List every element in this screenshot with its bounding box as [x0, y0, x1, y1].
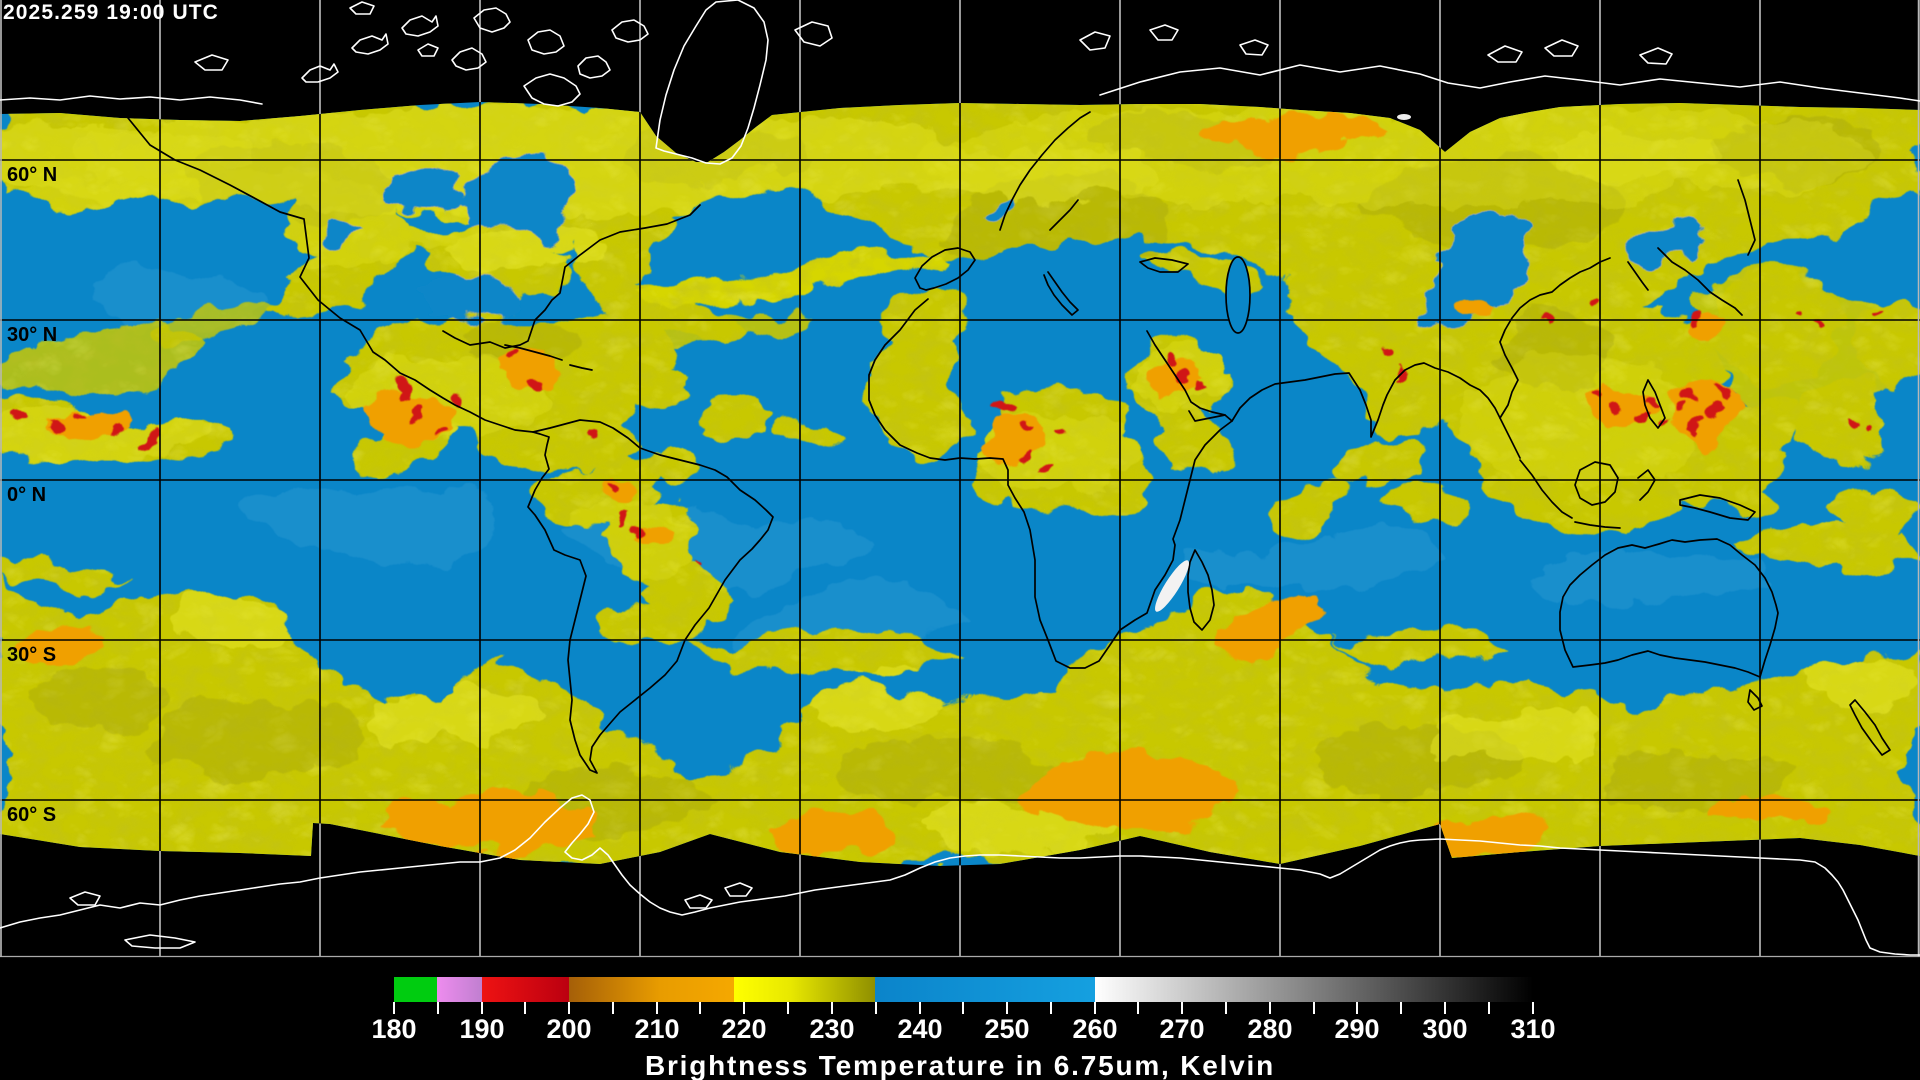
svg-text:270: 270	[1159, 1014, 1204, 1044]
svg-text:290: 290	[1334, 1014, 1379, 1044]
svg-text:220: 220	[721, 1014, 766, 1044]
svg-text:210: 210	[634, 1014, 679, 1044]
svg-text:250: 250	[984, 1014, 1029, 1044]
svg-text:230: 230	[809, 1014, 854, 1044]
svg-text:30° S: 30° S	[7, 644, 56, 666]
svg-text:310: 310	[1510, 1014, 1555, 1044]
svg-text:2025.259 19:00 UTC: 2025.259 19:00 UTC	[3, 1, 219, 24]
svg-text:30° N: 30° N	[7, 324, 57, 346]
svg-text:Brightness Temperature in 6.75: Brightness Temperature in 6.75um, Kelvin	[645, 1050, 1275, 1080]
svg-text:190: 190	[459, 1014, 504, 1044]
svg-text:240: 240	[897, 1014, 942, 1044]
svg-text:0° N: 0° N	[7, 484, 46, 506]
svg-text:200: 200	[546, 1014, 591, 1044]
svg-text:180: 180	[371, 1014, 416, 1044]
svg-text:260: 260	[1072, 1014, 1117, 1044]
svg-text:280: 280	[1247, 1014, 1292, 1044]
svg-text:300: 300	[1422, 1014, 1467, 1044]
svg-text:60° N: 60° N	[7, 164, 57, 186]
svg-text:60° S: 60° S	[7, 804, 56, 826]
